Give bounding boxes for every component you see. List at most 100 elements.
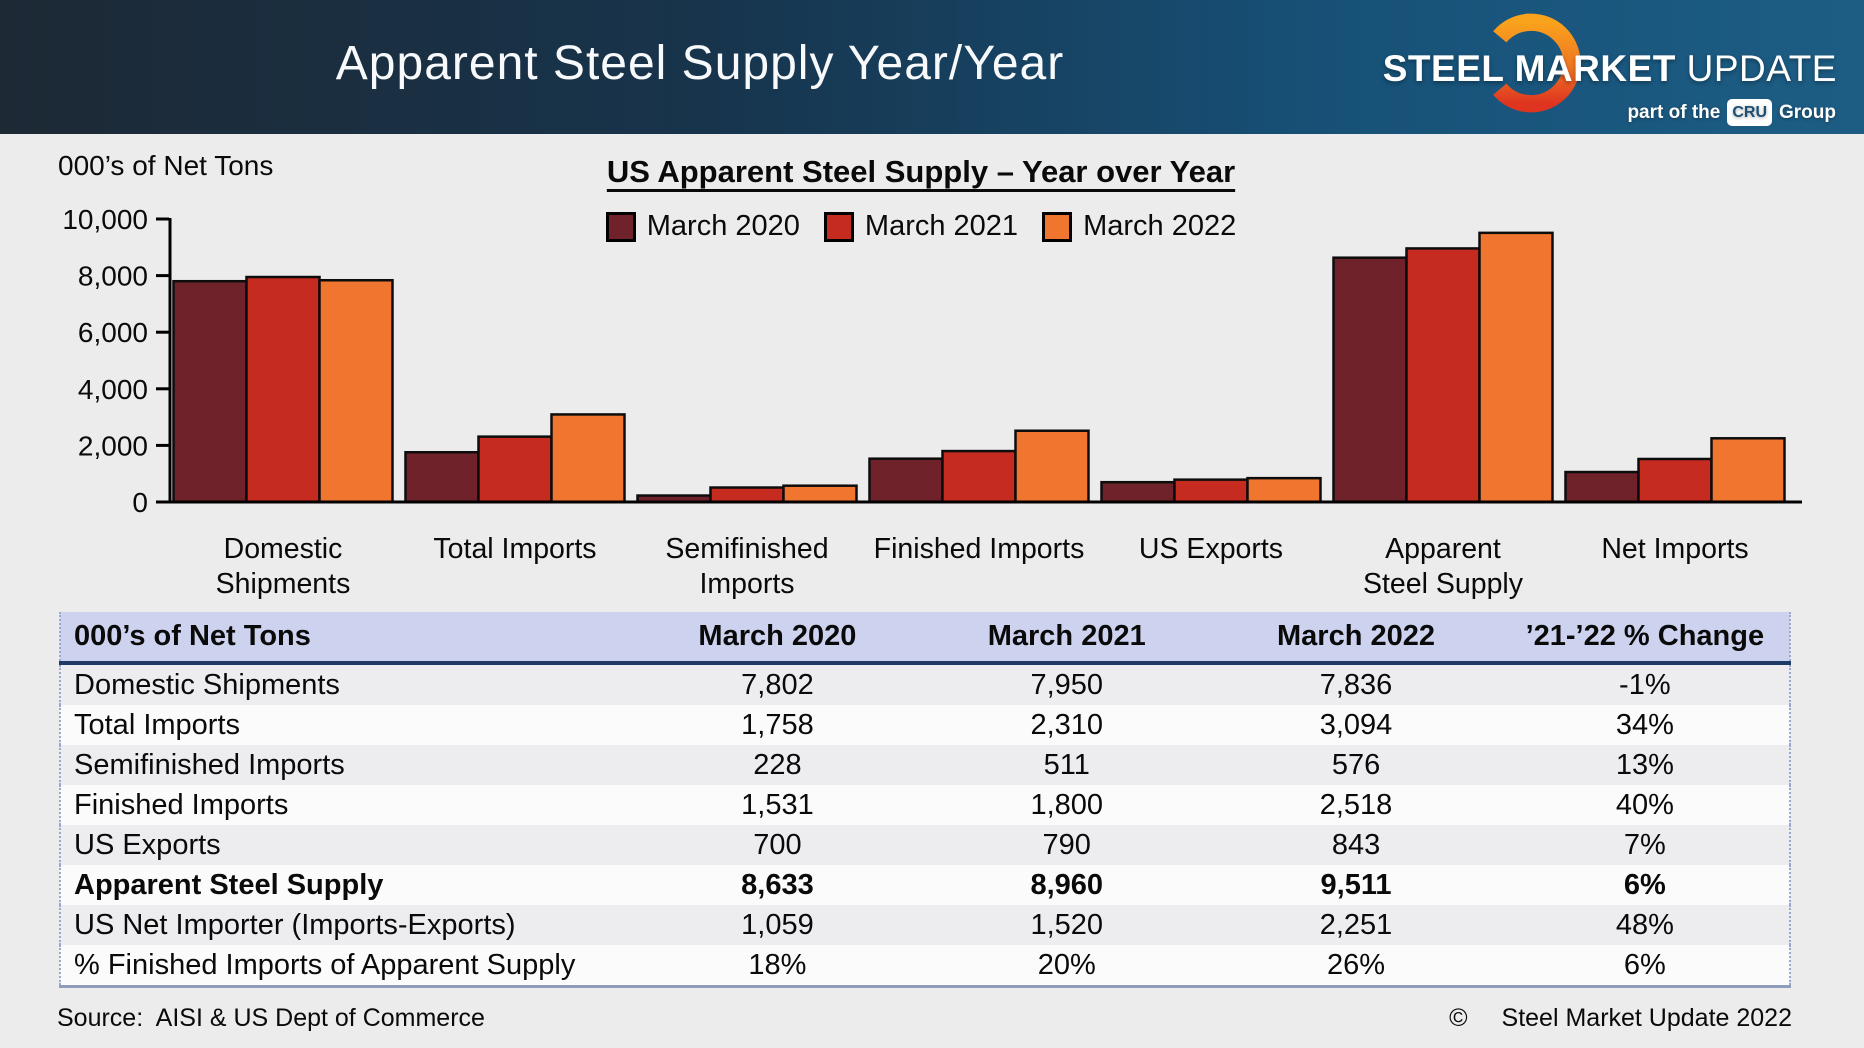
logo-wordmark: STEEL MARKET UPDATE xyxy=(1383,48,1837,90)
table-cell-5-2: 9,511 xyxy=(1211,865,1501,905)
bar-2-series-1 xyxy=(709,486,785,504)
table-cell-3-3: 40% xyxy=(1500,785,1790,825)
bar-6-series-1 xyxy=(1637,457,1713,504)
logo-tagline: part of the CRU Group xyxy=(1627,99,1836,126)
table-cell-0-3: -1% xyxy=(1500,663,1790,705)
table-row-4: US Exports 700 790 843 7% xyxy=(60,825,1790,865)
logo-word-market: MARKET xyxy=(1514,48,1676,89)
table-cell-7-1: 20% xyxy=(922,945,1212,987)
legend-swatch-icon xyxy=(823,211,854,242)
crescent-swoosh-icon xyxy=(1493,13,1581,113)
bar-5-series-2 xyxy=(1478,231,1554,504)
bar-6-series-0 xyxy=(1564,470,1640,504)
table-row-0: Domestic Shipments 7,802 7,950 7,836 -1% xyxy=(60,663,1790,705)
bar-3-series-0 xyxy=(868,457,944,504)
legend-item-1: March 2021 xyxy=(823,210,1019,243)
table-cell-5-1: 8,960 xyxy=(922,865,1212,905)
table-cell-2-2: 576 xyxy=(1211,745,1501,785)
table-row-5: Apparent Steel Supply 8,633 8,960 9,511 6% xyxy=(60,865,1790,905)
table-body: Domestic Shipments 7,802 7,950 7,836 -1% Tota… xyxy=(60,663,1790,987)
bar-2-series-2 xyxy=(782,484,858,504)
table-cell-3-1: 1,800 xyxy=(922,785,1212,825)
table-cell-1-0: 1,758 xyxy=(632,705,923,745)
y-tick-label: 6,000 xyxy=(78,317,148,348)
y-tick-label: 0 xyxy=(132,487,148,518)
legend-label: March 2021 xyxy=(864,210,1019,242)
row-label: Finished Imports xyxy=(60,785,633,825)
y-tick-label: 8,000 xyxy=(78,261,148,292)
table-cell-6-1: 1,520 xyxy=(922,905,1212,945)
table-cell-3-2: 2,518 xyxy=(1211,785,1501,825)
row-label: US Exports xyxy=(60,825,633,865)
column-header-2: March 2021 xyxy=(922,612,1212,665)
category-label-3: Finished Imports xyxy=(874,533,1085,565)
column-header-1: March 2020 xyxy=(632,612,923,665)
table-cell-2-3: 13% xyxy=(1500,745,1790,785)
copyright-symbol: © xyxy=(1449,1004,1468,1032)
category-label-2: Semifinished xyxy=(665,533,828,565)
table-cell-1-1: 2,310 xyxy=(922,705,1212,745)
table-cell-6-0: 1,059 xyxy=(632,905,923,945)
legend-swatch-icon xyxy=(605,211,636,242)
bar-3-series-1 xyxy=(941,449,1017,504)
table-row-7: % Finished Imports of Apparent Supply 18%… xyxy=(60,945,1790,987)
bar-chart-plot: 0 2,000 4,000 6,000 8,000 10,000 DomesticShipm… xyxy=(62,204,1802,600)
legend-label: March 2022 xyxy=(1083,210,1237,242)
category-label-0: Domestic xyxy=(224,533,343,565)
table-row-3: Finished Imports 1,531 1,800 2,518 40% xyxy=(60,785,1790,825)
bar-1-series-1 xyxy=(477,435,553,504)
bar-5-series-1 xyxy=(1405,247,1481,504)
bar-1-series-0 xyxy=(404,450,480,504)
bar-4-series-0 xyxy=(1100,480,1176,504)
table-row-6: US Net Importer (Imports-Exports) 1,059 1,… xyxy=(60,905,1790,945)
legend-item-2: March 2022 xyxy=(1042,210,1236,243)
table-row-1: Total Imports 1,758 2,310 3,094 34% xyxy=(60,705,1790,745)
tagline-prefix: part of the xyxy=(1627,101,1721,123)
table-cell-0-1: 7,950 xyxy=(922,663,1212,705)
row-label: Apparent Steel Supply xyxy=(60,865,633,905)
row-label: US Net Importer (Imports-Exports) xyxy=(60,905,633,945)
chart-legend: March 2020 March 2021 March 2022 xyxy=(0,210,1842,243)
copyright-note: © Steel Market Update 2022 xyxy=(1449,1004,1792,1033)
table-row-2: Semifinished Imports 228 511 576 13% xyxy=(60,745,1790,785)
table-header: 000’s of Net Tons March 2020 March 2021 Mar… xyxy=(60,612,1790,665)
y-axis-units-label: 000’s of Net Tons xyxy=(58,150,274,181)
category-label-5: Apparent xyxy=(1385,533,1501,565)
column-header-0: 000’s of Net Tons xyxy=(60,612,633,665)
table-cell-1-2: 3,094 xyxy=(1211,705,1501,745)
row-label: Semifinished Imports xyxy=(60,745,633,785)
logo-word-steel: STEEL xyxy=(1382,48,1504,89)
table-cell-7-3: 6% xyxy=(1500,945,1790,987)
table-cell-5-3: 6% xyxy=(1500,865,1790,905)
table-cell-0-2: 7,836 xyxy=(1211,663,1501,705)
legend-swatch-icon xyxy=(1042,211,1073,242)
row-label: Total Imports xyxy=(60,705,633,745)
table-cell-4-2: 843 xyxy=(1211,825,1501,865)
bar-4-series-2 xyxy=(1246,476,1322,504)
table-cell-6-3: 48% xyxy=(1500,905,1790,945)
bar-1-series-2 xyxy=(550,413,626,504)
bar-5-series-0 xyxy=(1332,256,1408,504)
data-table: 000’s of Net Tons March 2020 March 2021 Mar… xyxy=(59,612,1791,988)
bar-6-series-2 xyxy=(1710,437,1786,504)
table-cell-6-2: 2,251 xyxy=(1211,905,1501,945)
legend-label: March 2020 xyxy=(646,210,800,242)
category-label-2: Imports xyxy=(699,568,794,600)
y-tick-label: 4,000 xyxy=(78,374,148,405)
table-cell-1-3: 34% xyxy=(1500,705,1790,745)
chart-title: US Apparent Steel Supply – Year over Yea… xyxy=(606,154,1236,189)
category-label-1: Total Imports xyxy=(433,533,596,565)
category-label-5: Steel Supply xyxy=(1363,568,1524,600)
table-cell-4-1: 790 xyxy=(922,825,1212,865)
table-cell-5-0: 8,633 xyxy=(632,865,923,905)
bar-3-series-2 xyxy=(1014,429,1090,504)
bar-4-series-1 xyxy=(1173,478,1249,504)
table-header-row: 000’s of Net Tons March 2020 March 2021 Mar… xyxy=(60,612,1790,665)
logo-word-update: UPDATE xyxy=(1686,48,1837,89)
table-cell-3-0: 1,531 xyxy=(632,785,923,825)
copyright-text: Steel Market Update 2022 xyxy=(1501,1004,1792,1032)
tagline-suffix: Group xyxy=(1779,101,1836,123)
header-band: Apparent Steel Supply Year/Year STEEL MA… xyxy=(0,0,1864,134)
table-cell-7-2: 26% xyxy=(1211,945,1501,987)
steel-market-update-logo: STEEL MARKET UPDATE part of the CRU Grou… xyxy=(1383,0,1837,134)
